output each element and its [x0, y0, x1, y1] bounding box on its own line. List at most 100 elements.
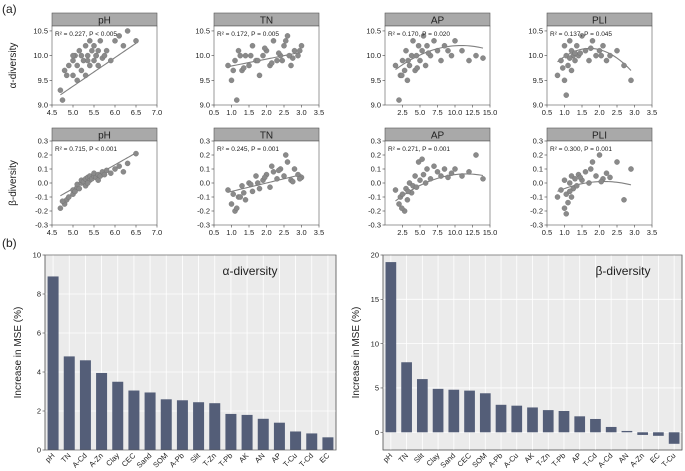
panel-b-label: (b)	[2, 236, 17, 250]
category-label: A-Pb	[168, 451, 186, 469]
data-point	[445, 174, 451, 181]
plot-frame	[384, 25, 491, 106]
data-point	[596, 47, 603, 54]
bar	[257, 418, 269, 450]
data-point	[281, 173, 287, 179]
data-point	[579, 33, 585, 39]
y-tick-label: 10.5	[528, 27, 543, 36]
data-point	[603, 170, 610, 176]
data-point	[249, 43, 256, 49]
x-tick-label: 2.5	[279, 108, 289, 117]
data-point	[425, 50, 432, 56]
data-point	[112, 38, 118, 44]
data-point	[228, 77, 235, 84]
data-point	[399, 72, 405, 79]
x-tick-label: 5.0	[415, 108, 425, 117]
data-point	[396, 97, 402, 103]
data-point	[445, 47, 451, 54]
category-label: T-Cd	[297, 451, 315, 469]
category-label: EC	[318, 451, 332, 465]
y-tick-label: -0.3	[197, 221, 210, 230]
y-tick-label: 0.1	[38, 165, 48, 174]
data-point	[404, 77, 411, 84]
category-label: CEC	[455, 451, 473, 469]
y-tick-label: -0.3	[35, 221, 48, 230]
data-point	[554, 194, 561, 200]
data-point	[124, 160, 131, 167]
data-point	[57, 87, 64, 93]
data-point	[415, 43, 422, 49]
data-point	[240, 65, 247, 71]
category-label: T-Zn	[534, 451, 551, 468]
data-point	[282, 38, 289, 44]
category-label: AN	[253, 451, 267, 465]
x-tick-label: 3.5	[314, 228, 324, 237]
category-label: SOM	[151, 451, 169, 469]
data-point	[296, 47, 303, 54]
fit-line	[60, 42, 137, 96]
y-tick-label: 9.5	[38, 76, 48, 85]
data-point	[567, 180, 573, 186]
x-tick-label: 10.0	[448, 108, 463, 117]
data-point	[434, 47, 441, 54]
data-point	[59, 198, 66, 204]
x-tick-label: 0.5	[542, 108, 552, 117]
data-point	[567, 188, 573, 195]
data-point	[459, 47, 465, 54]
data-point	[261, 174, 268, 181]
bar	[448, 389, 460, 433]
category-label: A-Cd	[596, 451, 614, 469]
data-point	[76, 47, 83, 54]
x-tick-label: 12.5	[465, 108, 480, 117]
data-point	[593, 52, 599, 59]
y-axis-label: α-diversity	[8, 43, 19, 89]
panel-title: pH	[98, 16, 111, 27]
data-point	[82, 72, 89, 79]
plot-frame	[51, 140, 158, 226]
panel-title: PLI	[592, 131, 607, 142]
data-point	[256, 185, 263, 192]
data-point	[246, 62, 252, 69]
x-tick-label: 3.0	[296, 108, 306, 117]
category-label: A-Cu	[502, 451, 520, 469]
data-point	[95, 62, 101, 69]
x-tick-label: 1.0	[226, 108, 236, 117]
data-point	[621, 62, 627, 69]
data-point	[230, 191, 236, 197]
x-tick-label: 5.0	[415, 228, 425, 237]
data-point	[434, 169, 441, 175]
data-point	[286, 52, 292, 59]
y-tick-label: -0.1	[530, 193, 543, 202]
data-point	[66, 194, 72, 200]
data-point	[404, 197, 411, 203]
data-point	[431, 163, 437, 169]
data-point	[270, 169, 277, 175]
y-axis-label: Increase in MSE (%)	[13, 307, 24, 399]
data-point	[392, 62, 399, 69]
data-point	[600, 43, 606, 49]
data-point	[63, 72, 70, 79]
fit-line	[227, 174, 302, 193]
data-point	[274, 57, 280, 64]
data-point	[228, 201, 235, 207]
data-point	[466, 169, 472, 175]
data-point	[574, 43, 580, 49]
y-tick-label: 9.0	[533, 101, 543, 110]
data-point	[401, 67, 408, 74]
y-tick-label: 0	[375, 428, 379, 437]
x-tick-label: 3.0	[629, 108, 639, 117]
data-point	[235, 47, 242, 54]
data-point	[396, 201, 402, 207]
bar	[432, 388, 444, 433]
data-point	[233, 205, 240, 211]
scatter-panel-a-alpha-pli: PLI 9.0 9.5 10.0 10.5 0.5 1.0 1.5 2.0 2.5 3.0 3.5 R²…	[528, 12, 657, 117]
x-tick-label: 2.0	[594, 228, 604, 237]
category-label: pH	[43, 451, 56, 464]
bar	[144, 392, 156, 450]
data-point	[275, 50, 282, 56]
x-tick-label: 4.5	[47, 108, 57, 117]
data-point	[256, 72, 263, 79]
x-tick-label: 0.5	[209, 108, 219, 117]
data-point	[466, 57, 472, 64]
y-tick-label: -0.1	[35, 193, 48, 202]
